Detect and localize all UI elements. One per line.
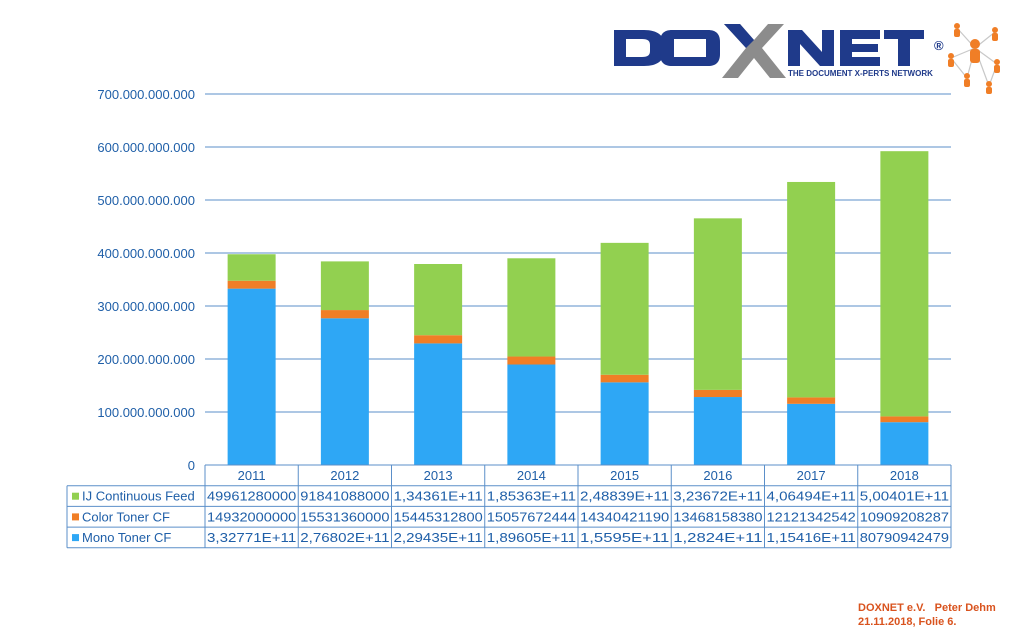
table-value: 14932000000: [207, 510, 296, 524]
bar-segment-mono-toner-cf: [693, 397, 742, 465]
legend-swatch: [72, 513, 79, 521]
bar-segment-mono-toner-cf: [227, 288, 276, 465]
legend-label: Mono Toner CF: [82, 530, 171, 545]
table-value: 1,34361E+11: [394, 490, 483, 504]
bar-segment-ij-continuous-feed: [227, 254, 276, 281]
bar-segment-ij-continuous-feed: [414, 264, 463, 336]
bar-segment-ij-continuous-feed: [320, 261, 369, 311]
table-value: 80790942479: [860, 531, 949, 545]
table-value: 10909208287: [860, 510, 949, 524]
bar-segment-color-toner-cf: [227, 280, 276, 289]
table-value: 14340421190: [580, 510, 669, 524]
registered-mark: ®: [934, 38, 944, 53]
logo-tagline: THE DOCUMENT X-PERTS NETWORK: [788, 69, 933, 78]
table-value: 1,89605E+11: [487, 531, 576, 545]
bar-segment-color-toner-cf: [693, 389, 742, 398]
x-tick-label: 2014: [517, 468, 546, 483]
bar-segment-color-toner-cf: [507, 356, 556, 365]
table-value: 1,2824E+11: [673, 531, 762, 545]
table-value: 1,15416E+11: [767, 531, 856, 545]
table-value: 13468158380: [673, 510, 762, 524]
legend-swatch: [72, 492, 79, 500]
footer-date-slide: 21.11.2018, Folie 6.: [858, 616, 957, 628]
x-tick-label: 2015: [610, 468, 639, 483]
x-tick-label: 2018: [890, 468, 919, 483]
table-value: 5,00401E+11: [860, 490, 949, 504]
table-value: 15445312800: [394, 510, 483, 524]
bar-segment-mono-toner-cf: [880, 422, 929, 465]
bar-segment-color-toner-cf: [320, 310, 369, 319]
table-value: 1,85363E+11: [487, 490, 576, 504]
bar-segment-color-toner-cf: [600, 374, 649, 383]
wordmark-graphic: [614, 24, 924, 78]
table-value: 49961280000: [207, 490, 296, 504]
x-tick-label: 2017: [797, 468, 826, 483]
table-value: 4,06494E+11: [767, 490, 856, 504]
table-value: 91841088000: [300, 490, 389, 504]
bar-segment-mono-toner-cf: [507, 364, 556, 465]
footer: DOXNET e.V. Peter Dehm 21.11.2018, Folie…: [858, 601, 996, 629]
bar-segment-ij-continuous-feed: [880, 151, 929, 417]
bar-segment-ij-continuous-feed: [693, 218, 742, 390]
y-tick-label: 400.000.000.000: [97, 246, 195, 261]
x-tick-label: 2012: [330, 468, 359, 483]
table-value: 3,32771E+11: [207, 531, 296, 545]
table-value: 2,29435E+11: [394, 531, 483, 545]
legend-label: Color Toner CF: [82, 509, 170, 524]
table-value: 12121342542: [767, 510, 856, 524]
bar-segment-ij-continuous-feed: [787, 181, 836, 398]
table-value: 15057672444: [487, 510, 576, 524]
bar-segment-ij-continuous-feed: [600, 242, 649, 375]
x-tick-label: 2016: [703, 468, 732, 483]
y-tick-label: 600.000.000.000: [97, 140, 195, 155]
bar-segment-mono-toner-cf: [320, 318, 369, 465]
x-tick-label: 2013: [424, 468, 453, 483]
table-value: 2,76802E+11: [300, 531, 389, 545]
y-tick-label: 0: [188, 458, 195, 473]
table-value: 2,48839E+11: [580, 490, 669, 504]
y-tick-label: 700.000.000.000: [97, 87, 195, 102]
y-tick-label: 100.000.000.000: [97, 405, 195, 420]
y-tick-label: 300.000.000.000: [97, 299, 195, 314]
bar-segment-color-toner-cf: [414, 335, 463, 344]
legend-swatch: [72, 534, 79, 542]
footer-org-author: DOXNET e.V. Peter Dehm: [858, 602, 996, 614]
bar-segment-ij-continuous-feed: [507, 258, 556, 357]
bar-segment-color-toner-cf: [880, 416, 929, 423]
bar-segment-mono-toner-cf: [787, 403, 836, 465]
y-tick-label: 200.000.000.000: [97, 352, 195, 367]
y-tick-label: 500.000.000.000: [97, 193, 195, 208]
stacked-bar-chart: 0 100.000.000.000 200.000.000.000 300.000.0…: [66, 87, 952, 549]
x-tick-label: 2011: [238, 468, 266, 483]
table-value: 3,23672E+11: [673, 490, 762, 504]
bar-segment-color-toner-cf: [787, 397, 836, 404]
bar-segment-mono-toner-cf: [414, 343, 463, 465]
people-network-icon: [948, 23, 1000, 94]
table-value: 15531360000: [300, 510, 389, 524]
table-value: 1,5595E+11: [580, 531, 669, 545]
doxnet-logo: ® THE DOCUMENT X-PERTS NETWORK: [612, 20, 1017, 95]
legend-label: IJ Continuous Feed: [82, 489, 195, 504]
bar-segment-mono-toner-cf: [600, 382, 649, 465]
